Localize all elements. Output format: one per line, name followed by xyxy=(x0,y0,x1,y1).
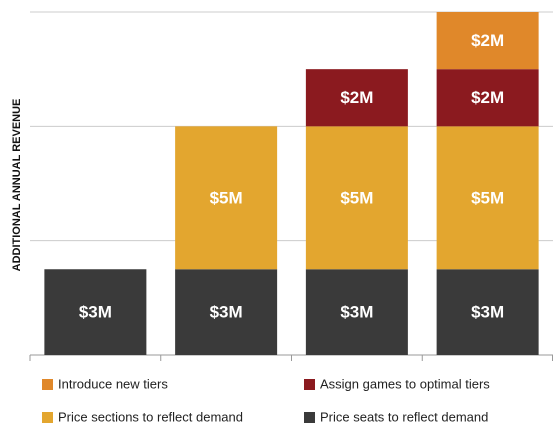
legend-swatch xyxy=(42,379,53,390)
value-label: $2M xyxy=(340,88,373,107)
legend-swatch xyxy=(304,379,315,390)
bar-segment xyxy=(305,269,408,355)
legend-label: Assign games to optimal tiers xyxy=(320,376,490,391)
legend-swatch xyxy=(42,412,53,423)
value-label: $2M xyxy=(471,88,504,107)
value-label: $3M xyxy=(79,303,112,322)
value-label: $5M xyxy=(340,188,373,207)
bar-segment xyxy=(436,126,539,270)
bar-segment xyxy=(44,269,147,355)
bar-segment xyxy=(436,12,539,70)
bar-segment xyxy=(305,126,408,270)
value-label: $2M xyxy=(471,31,504,50)
bar-segment xyxy=(175,269,278,355)
y-axis-label: ADDITIONAL ANNUAL REVENUE xyxy=(11,99,23,272)
value-label: $5M xyxy=(210,188,243,207)
value-label: $3M xyxy=(210,303,243,322)
bar-segment xyxy=(436,269,539,355)
legend-label: Price seats to reflect demand xyxy=(320,409,488,424)
value-label: $3M xyxy=(471,303,504,322)
bar-segment xyxy=(175,126,278,270)
legend-label: Introduce new tiers xyxy=(58,376,168,391)
value-label: $5M xyxy=(471,188,504,207)
legend-label: Price sections to reflect demand xyxy=(58,409,243,424)
value-label: $3M xyxy=(340,303,373,322)
bar-segment xyxy=(305,69,408,127)
legend-swatch xyxy=(304,412,315,423)
bar-segment xyxy=(436,69,539,127)
